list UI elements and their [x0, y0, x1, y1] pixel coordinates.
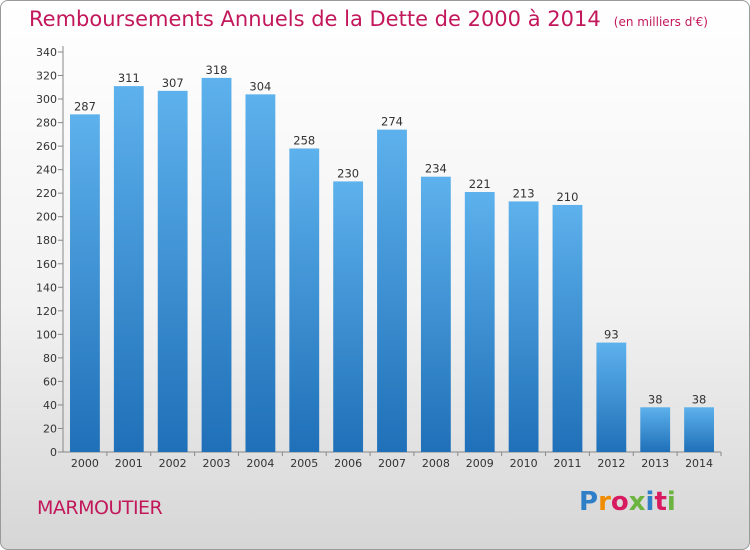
value-label-2006: 230 [337, 166, 359, 180]
x-tick-label: 2002 [159, 457, 187, 470]
bar-2002 [157, 90, 188, 452]
value-label-2007: 274 [381, 115, 403, 129]
x-tick-label: 2004 [246, 457, 274, 470]
value-label-2008: 234 [425, 162, 447, 176]
value-label-2010: 213 [513, 186, 535, 200]
logo-letter: i [666, 487, 676, 517]
value-label-2002: 307 [162, 76, 184, 90]
y-tick-label: 320 [36, 70, 57, 83]
value-label-2009: 221 [469, 177, 491, 191]
bar-2001 [113, 86, 144, 452]
bar-2007 [377, 129, 407, 452]
y-tick-label: 260 [36, 140, 57, 153]
proxiti-logo: Proxiti [579, 487, 676, 517]
value-label-2005: 258 [293, 133, 315, 147]
chart-bars [70, 77, 714, 453]
bar-2013 [640, 407, 671, 452]
value-label-2004: 304 [249, 79, 271, 93]
chart-value-labels: 287 311 307 318 304 258 230 274 234 221 213 210 93 38… [74, 63, 706, 406]
y-tick-label: 40 [43, 399, 57, 412]
x-tick-label: 2011 [553, 457, 581, 470]
chart-title: Remboursements Annuels de la Dette de 20… [29, 7, 708, 31]
bar-2005 [289, 148, 320, 452]
chart-axes: 0 20 40 60 80 100 120 140 160 180 200 220 240 260 280 3… [36, 46, 722, 470]
y-tick-label: 200 [36, 211, 57, 224]
y-tick-label: 240 [36, 164, 57, 177]
x-tick-label: 2008 [422, 457, 450, 470]
x-tick-label: 2012 [597, 457, 625, 470]
value-label-2013: 38 [648, 392, 663, 406]
y-tick-label: 300 [36, 93, 57, 106]
value-label-2001: 311 [118, 71, 140, 85]
x-tick-label: 2000 [71, 457, 99, 470]
value-label-2003: 318 [206, 63, 228, 77]
bar-2009 [464, 192, 495, 452]
value-label-2014: 38 [692, 392, 707, 406]
logo-letter: i [645, 487, 655, 517]
bar-2008 [420, 176, 451, 453]
bar-2010 [508, 201, 539, 452]
value-label-2012: 93 [604, 328, 619, 342]
y-tick-label: 20 [43, 422, 57, 435]
bar-2003 [201, 77, 232, 452]
y-tick-label: 180 [36, 234, 57, 247]
bar-2011 [552, 204, 583, 452]
y-tick-label: 100 [36, 328, 57, 341]
bar-2012 [596, 342, 627, 452]
y-tick-label: 280 [36, 117, 57, 130]
logo-letter: o [610, 487, 629, 517]
chart-title-unit: (en milliers d'€) [613, 15, 708, 29]
bar-2006 [333, 181, 364, 453]
x-tick-label: 2005 [290, 457, 318, 470]
logo-letter: x [628, 487, 646, 517]
commune-name: MARMOUTIER [37, 497, 163, 519]
x-tick-label: 2007 [378, 457, 406, 470]
logo-letter: t [654, 487, 667, 517]
value-label-2011: 210 [556, 190, 578, 204]
y-tick-label: 80 [43, 352, 57, 365]
logo-letter: P [579, 487, 599, 517]
x-tick-label: 2006 [334, 457, 362, 470]
value-label-2000: 287 [74, 99, 96, 113]
y-tick-label: 160 [36, 258, 57, 271]
chart-title-main: Remboursements Annuels de la Dette de 20… [29, 7, 601, 31]
y-tick-label: 340 [36, 46, 57, 59]
x-tick-label: 2001 [115, 457, 143, 470]
x-tick-label: 2009 [466, 457, 494, 470]
logo-letter: r [598, 487, 611, 517]
y-tick-label: 220 [36, 187, 57, 200]
bar-2014 [684, 407, 714, 452]
bar-2000 [70, 114, 100, 453]
y-tick-label: 0 [50, 446, 57, 459]
x-tick-label: 2010 [510, 457, 538, 470]
x-tick-label: 2013 [641, 457, 669, 470]
y-tick-label: 120 [36, 305, 57, 318]
x-tick-label: 2003 [203, 457, 231, 470]
bar-2004 [245, 94, 276, 453]
y-tick-label: 140 [36, 281, 57, 294]
x-tick-label: 2014 [685, 457, 713, 470]
y-tick-label: 60 [43, 375, 57, 388]
